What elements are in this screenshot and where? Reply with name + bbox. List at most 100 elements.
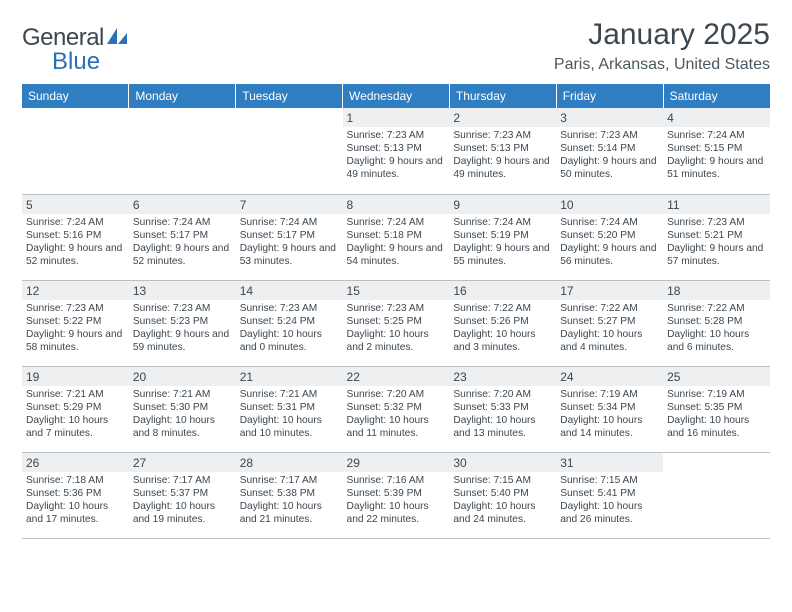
- brand-second: Blue: [52, 48, 128, 76]
- day-details: Sunrise: 7:24 AMSunset: 5:17 PMDaylight:…: [133, 216, 232, 268]
- day-header: Monday: [129, 84, 236, 108]
- day-details: Sunrise: 7:21 AMSunset: 5:30 PMDaylight:…: [133, 388, 232, 440]
- sunset-line: Sunset: 5:30 PM: [133, 401, 232, 414]
- day-details: Sunrise: 7:17 AMSunset: 5:38 PMDaylight:…: [240, 474, 339, 526]
- sunrise-line: Sunrise: 7:15 AM: [560, 474, 659, 487]
- day-cell: 19Sunrise: 7:21 AMSunset: 5:29 PMDayligh…: [22, 366, 129, 452]
- sunrise-line: Sunrise: 7:23 AM: [560, 129, 659, 142]
- day-number: 16: [449, 281, 556, 300]
- day-details: Sunrise: 7:15 AMSunset: 5:40 PMDaylight:…: [453, 474, 552, 526]
- title-block: January 2025 Paris, Arkansas, United Sta…: [554, 18, 770, 74]
- sunset-line: Sunset: 5:15 PM: [667, 142, 766, 155]
- day-details: Sunrise: 7:20 AMSunset: 5:33 PMDaylight:…: [453, 388, 552, 440]
- day-number: 4: [663, 108, 770, 127]
- day-cell: 13Sunrise: 7:23 AMSunset: 5:23 PMDayligh…: [129, 280, 236, 366]
- sunrise-line: Sunrise: 7:19 AM: [560, 388, 659, 401]
- day-cell: 17Sunrise: 7:22 AMSunset: 5:27 PMDayligh…: [556, 280, 663, 366]
- day-header: Sunday: [22, 84, 129, 108]
- daylight-line: Daylight: 10 hours and 24 minutes.: [453, 500, 552, 526]
- sunrise-line: Sunrise: 7:21 AM: [240, 388, 339, 401]
- day-header: Friday: [556, 84, 663, 108]
- sunrise-line: Sunrise: 7:24 AM: [667, 129, 766, 142]
- daylight-line: Daylight: 10 hours and 2 minutes.: [347, 328, 446, 354]
- sunset-line: Sunset: 5:17 PM: [240, 229, 339, 242]
- day-cell: 11Sunrise: 7:23 AMSunset: 5:21 PMDayligh…: [663, 194, 770, 280]
- sunset-line: Sunset: 5:32 PM: [347, 401, 446, 414]
- day-number: 28: [236, 453, 343, 472]
- sunrise-line: Sunrise: 7:24 AM: [560, 216, 659, 229]
- calendar-table: SundayMondayTuesdayWednesdayThursdayFrid…: [22, 84, 770, 539]
- day-details: Sunrise: 7:24 AMSunset: 5:17 PMDaylight:…: [240, 216, 339, 268]
- sunset-line: Sunset: 5:25 PM: [347, 315, 446, 328]
- daylight-line: Daylight: 9 hours and 56 minutes.: [560, 242, 659, 268]
- daylight-line: Daylight: 10 hours and 0 minutes.: [240, 328, 339, 354]
- day-number: 7: [236, 195, 343, 214]
- day-details: Sunrise: 7:20 AMSunset: 5:32 PMDaylight:…: [347, 388, 446, 440]
- day-details: Sunrise: 7:21 AMSunset: 5:31 PMDaylight:…: [240, 388, 339, 440]
- daylight-line: Daylight: 9 hours and 49 minutes.: [453, 155, 552, 181]
- page-title: January 2025: [554, 18, 770, 52]
- day-cell: 16Sunrise: 7:22 AMSunset: 5:26 PMDayligh…: [449, 280, 556, 366]
- sunset-line: Sunset: 5:39 PM: [347, 487, 446, 500]
- brand-first: General: [22, 24, 104, 51]
- sunset-line: Sunset: 5:34 PM: [560, 401, 659, 414]
- sunset-line: Sunset: 5:37 PM: [133, 487, 232, 500]
- sunrise-line: Sunrise: 7:22 AM: [560, 302, 659, 315]
- sunrise-line: Sunrise: 7:23 AM: [453, 129, 552, 142]
- sunset-line: Sunset: 5:38 PM: [240, 487, 339, 500]
- day-details: Sunrise: 7:23 AMSunset: 5:21 PMDaylight:…: [667, 216, 766, 268]
- sunset-line: Sunset: 5:22 PM: [26, 315, 125, 328]
- page-subtitle: Paris, Arkansas, United States: [554, 56, 770, 74]
- day-details: Sunrise: 7:19 AMSunset: 5:34 PMDaylight:…: [560, 388, 659, 440]
- sunrise-line: Sunrise: 7:23 AM: [347, 302, 446, 315]
- day-number: 21: [236, 367, 343, 386]
- day-cell: 5Sunrise: 7:24 AMSunset: 5:16 PMDaylight…: [22, 194, 129, 280]
- brand-logo: General Blue: [22, 24, 128, 76]
- sunrise-line: Sunrise: 7:24 AM: [133, 216, 232, 229]
- sunrise-line: Sunrise: 7:15 AM: [453, 474, 552, 487]
- day-number: 5: [22, 195, 129, 214]
- sunset-line: Sunset: 5:13 PM: [453, 142, 552, 155]
- sunrise-line: Sunrise: 7:23 AM: [667, 216, 766, 229]
- sunset-line: Sunset: 5:35 PM: [667, 401, 766, 414]
- day-details: Sunrise: 7:24 AMSunset: 5:18 PMDaylight:…: [347, 216, 446, 268]
- sunset-line: Sunset: 5:41 PM: [560, 487, 659, 500]
- day-cell: 25Sunrise: 7:19 AMSunset: 5:35 PMDayligh…: [663, 366, 770, 452]
- day-cell: 4 Sunrise: 7:24 AMSunset: 5:15 PMDaylight…: [663, 108, 770, 194]
- day-number: 8: [343, 195, 450, 214]
- day-details: Sunrise: 7:24 AMSunset: 5:20 PMDaylight:…: [560, 216, 659, 268]
- day-number: 13: [129, 281, 236, 300]
- sunrise-line: Sunrise: 7:22 AM: [667, 302, 766, 315]
- sunset-line: Sunset: 5:24 PM: [240, 315, 339, 328]
- day-header: Wednesday: [343, 84, 450, 108]
- daylight-line: Daylight: 10 hours and 10 minutes.: [240, 414, 339, 440]
- daylight-line: Daylight: 10 hours and 13 minutes.: [453, 414, 552, 440]
- sunset-line: Sunset: 5:31 PM: [240, 401, 339, 414]
- day-details: Sunrise: 7:24 AMSunset: 5:19 PMDaylight:…: [453, 216, 552, 268]
- sunrise-line: Sunrise: 7:16 AM: [347, 474, 446, 487]
- day-details: Sunrise: 7:17 AMSunset: 5:37 PMDaylight:…: [133, 474, 232, 526]
- day-number: 14: [236, 281, 343, 300]
- day-number: 19: [22, 367, 129, 386]
- daylight-line: Daylight: 10 hours and 3 minutes.: [453, 328, 552, 354]
- daylight-line: Daylight: 10 hours and 14 minutes.: [560, 414, 659, 440]
- daylight-line: Daylight: 9 hours and 57 minutes.: [667, 242, 766, 268]
- calendar-row: 19 Sunrise: 7:21 AM Sunset: 5:29 PM Dayligh…: [22, 366, 770, 452]
- calendar-row: 26Sunrise: 7:18 AMSunset: 5:36 PMDayligh…: [22, 452, 770, 538]
- sunrise-line: Sunrise: 7:22 AM: [453, 302, 552, 315]
- day-details: Sunrise: 7:23 AMSunset: 5:24 PMDaylight:…: [240, 302, 339, 354]
- day-number: 20: [129, 367, 236, 386]
- daylight-line: Daylight: 10 hours and 4 minutes.: [560, 328, 659, 354]
- day-cell: 20 Sunrise: 7:21 AMSunset: 5:30 PMDayligh…: [129, 366, 236, 452]
- day-details: Sunrise: 7:23 AMSunset: 5:22 PMDaylight:…: [26, 302, 125, 354]
- sunrise-line: Sunrise: 7:18 AM: [26, 474, 125, 487]
- sunrise-line: Sunrise: 7:21 AM: [133, 388, 232, 401]
- daylight-line: Daylight: 10 hours and 17 minutes.: [26, 500, 125, 526]
- day-cell: 29Sunrise: 7:16 AMSunset: 5:39 PMDayligh…: [343, 452, 450, 538]
- day-cell: 2Sunrise: 7:23 AMSunset: 5:13 PMDaylight…: [449, 108, 556, 194]
- day-details: Sunrise: 7:24 AMSunset: 5:15 PMDaylight:…: [667, 129, 766, 181]
- day-cell: 21 Sunrise: 7:21 AMSunset: 5:31 PMDayligh…: [236, 366, 343, 452]
- daylight-line: Daylight: 10 hours and 8 minutes.: [133, 414, 232, 440]
- sunset-line: Sunset: 5:29 PM: [26, 401, 125, 414]
- day-number: 12: [22, 281, 129, 300]
